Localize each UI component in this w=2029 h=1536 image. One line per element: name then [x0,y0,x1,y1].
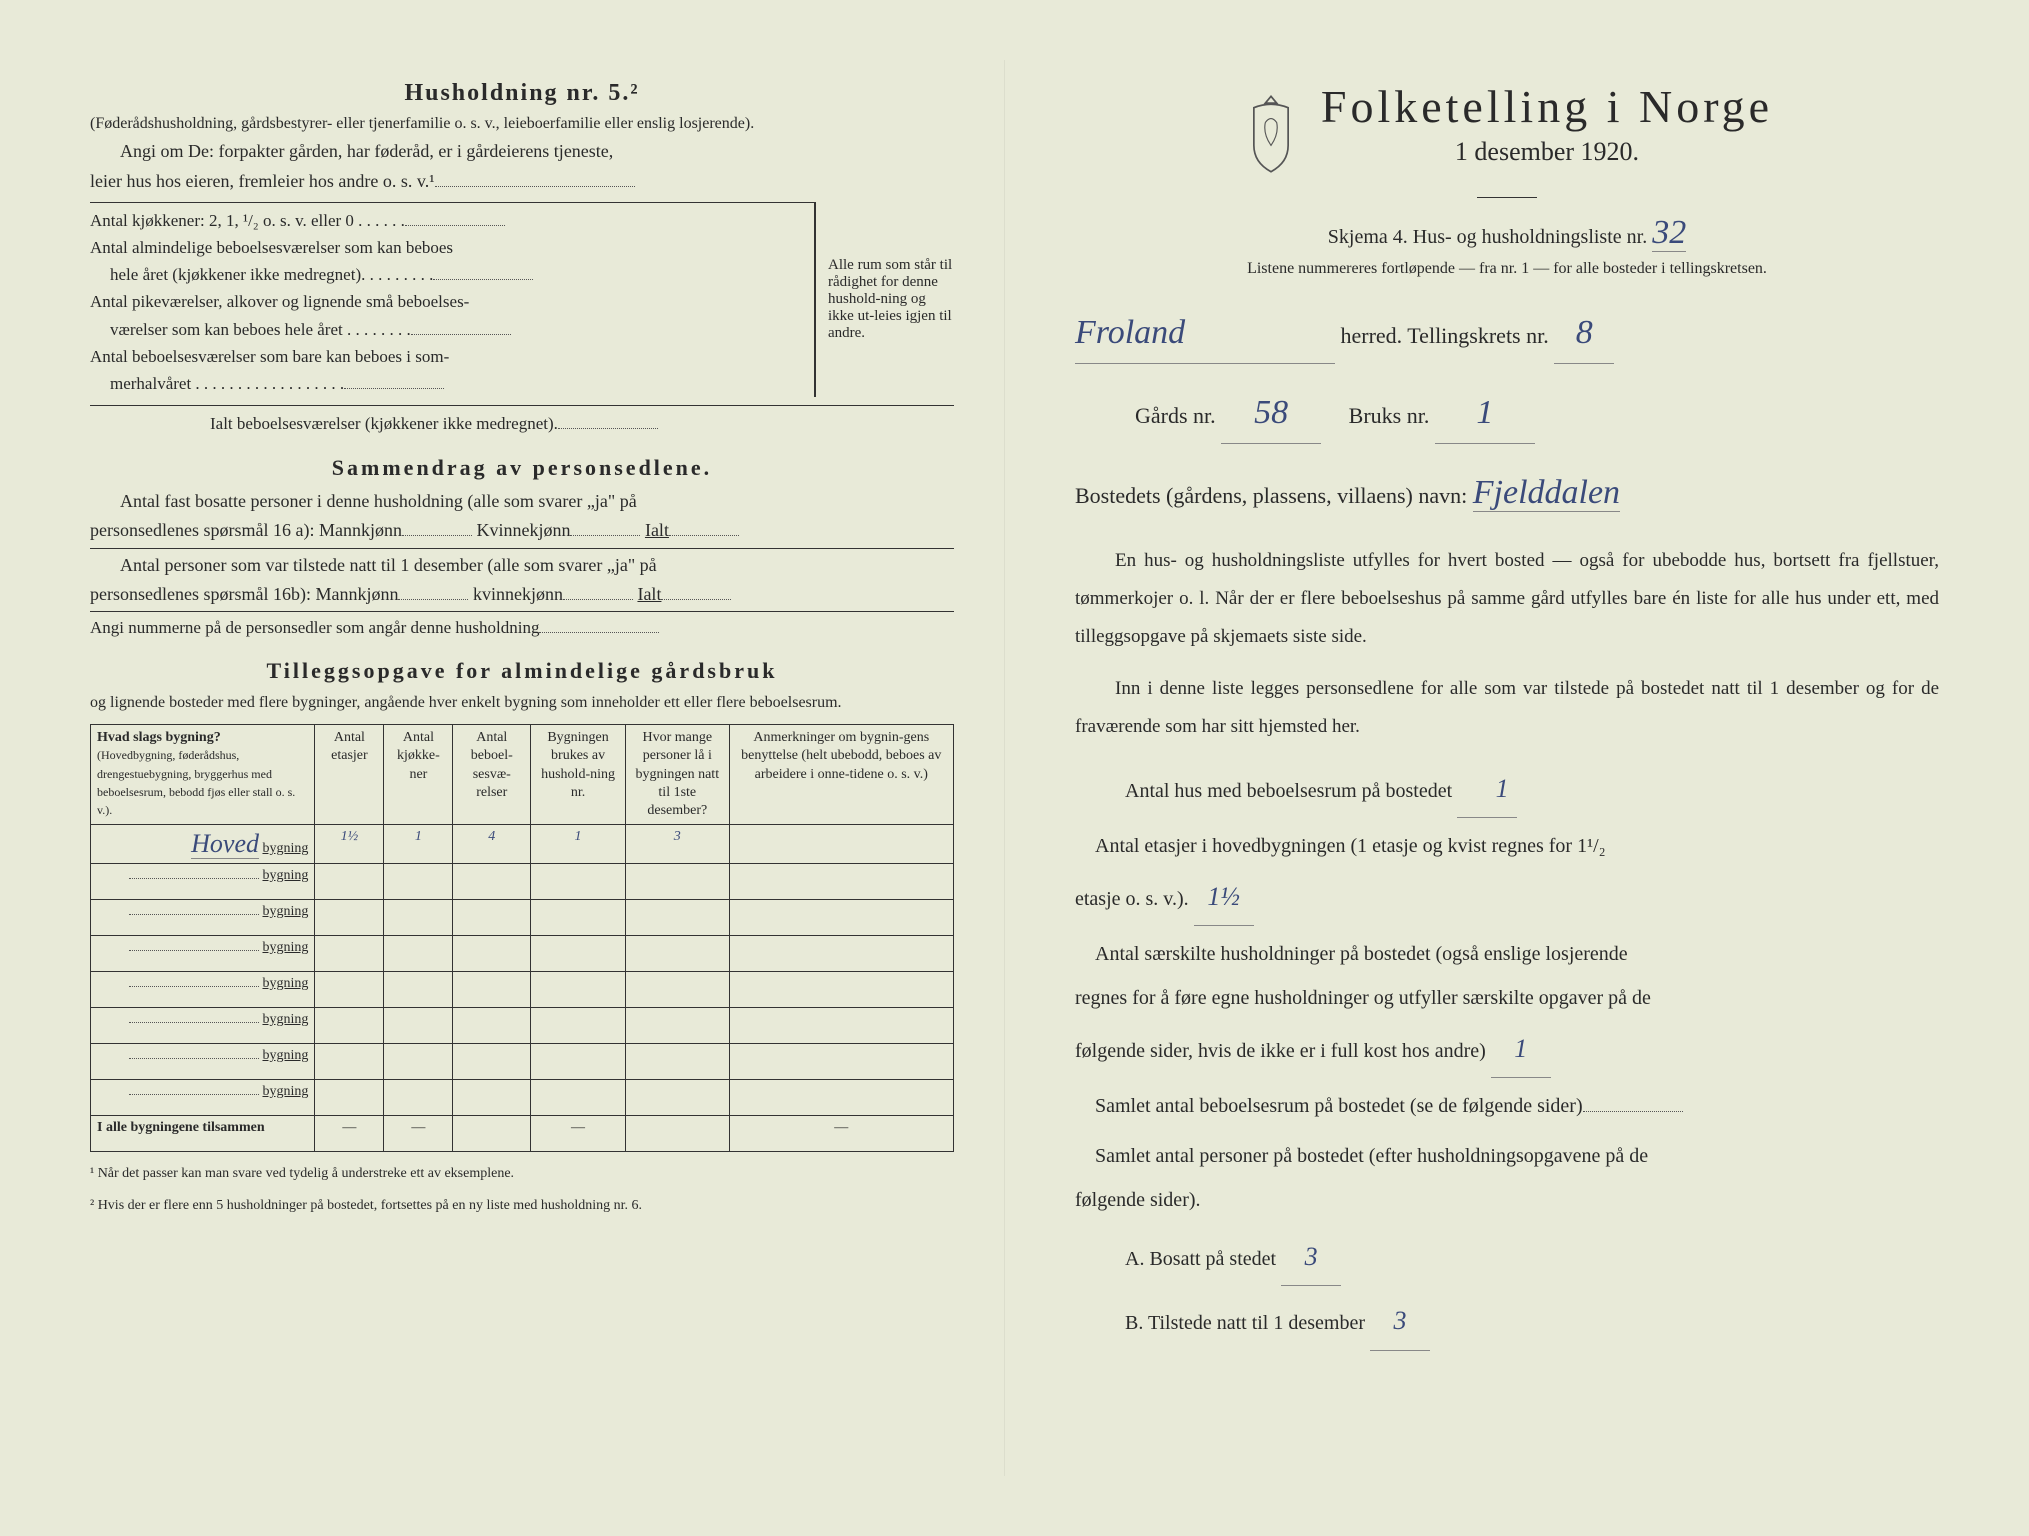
table-row: bygning [91,1080,954,1116]
husholdning-title: Husholdning nr. 5.² [90,80,954,107]
kjokkener-line: Antal kjøkkener: 2, 1, ¹/₂ o. s. v. elle… [90,202,814,234]
th1: Antal etasjer [315,725,384,825]
angi-nummerne: Angi nummerne på de personsedler som ang… [90,611,954,640]
qA: A. Bosatt på stedet 3 [1075,1228,1939,1286]
bosted-row: Bostedets (gårdens, plassens, villaens) … [1075,462,1939,523]
samm1a: Antal fast bosatte personer i denne hush… [90,489,954,514]
left-page: Husholdning nr. 5.² (Føderådshusholdning… [40,60,1005,1476]
th4: Bygningen brukes av hushold-ning nr. [531,725,626,825]
bygning-table: Hvad slags bygning? (Hovedbygning, føder… [90,724,954,1152]
brace-right-text: Alle rum som står til rådighet for denne… [814,202,954,397]
sub-title: 1 desember 1920. [1321,137,1773,167]
brace-l4: Antal beboelsesværelser som bare kan beb… [90,343,814,370]
q3: Antal særskilte husholdninger på bostede… [1075,932,1939,1078]
gards-row: Gårds nr. 58 Bruks nr. 1 [1075,382,1939,444]
th0: Hvad slags bygning? (Hovedbygning, føder… [91,725,315,825]
qB: B. Tilstede natt til 1 desember 3 [1075,1292,1939,1350]
table-row: bygning [91,900,954,936]
th3: Antal beboel-sesvæ-relser [453,725,531,825]
tillegg-title: Tilleggsopgave for almindelige gårdsbruk [90,658,954,684]
table-row: bygning [91,1008,954,1044]
sammendrag-title: Sammendrag av personsedlene. [90,455,954,481]
table-row: bygning [91,972,954,1008]
ialt-line: Ialt beboelsesværelser (kjøkkener ikke m… [90,405,954,437]
herred-row: Froland herred. Tellingskrets nr. 8 [1075,302,1939,364]
brace-l3: værelser som kan beboes hele året . . . … [90,316,814,343]
q2: Antal etasjer i hovedbygningen (1 etasje… [1075,824,1939,926]
sum-row: I alle bygningene tilsammen ———— [91,1116,954,1152]
table-row: bygning [91,936,954,972]
table-row: bygning [91,864,954,900]
q1: Antal hus med beboelsesrum på bostedet 1 [1075,760,1939,818]
divider [1477,197,1537,198]
right-page: Folketelling i Norge 1 desember 1920. Sk… [1005,60,1989,1476]
brace-l2: Antal pikeværelser, alkover og lignende … [90,288,814,315]
th6: Anmerkninger om bygnin-gens benyttelse (… [729,725,953,825]
samm2a: Antal personer som var tilstede natt til… [90,548,954,578]
footnote1: ¹ Når det passer kan man svare ved tydel… [90,1164,954,1184]
crest-icon [1241,94,1301,174]
footnote2: ² Hvis der er flere enn 5 husholdninger … [90,1196,954,1216]
brace-block: Antal kjøkkener: 2, 1, ¹/₂ o. s. v. elle… [90,202,954,397]
listene-line: Listene nummereres fortløpende — fra nr.… [1075,260,1939,278]
brace-l0: Antal almindelige beboelsesværelser som … [90,234,814,261]
q4: Samlet antal beboelsesrum på bostedet (s… [1075,1084,1939,1128]
samm1b: personsedlenes spørsmål 16 a): Mannkjønn… [90,518,954,543]
table-row: Hoved bygning 1½ 1 4 1 3 [91,825,954,864]
husholdning-note: (Føderådshusholdning, gårdsbestyrer- ell… [90,113,954,135]
q5: Samlet antal personer på bostedet (efter… [1075,1134,1939,1222]
brace-l1: hele året (kjøkkener ikke medregnet). . … [90,261,814,288]
samm2b: personsedlenes spørsmål 16b): Mannkjønn … [90,582,954,607]
angi-line1: Angi om De: forpakter gården, har føderå… [90,139,954,164]
skjema-line: Skjema 4. Hus- og husholdningsliste nr. … [1075,214,1939,252]
title-row: Folketelling i Norge 1 desember 1920. [1075,80,1939,187]
tillegg-sub: og lignende bosteder med flere bygninger… [90,692,954,714]
table-row: bygning [91,1044,954,1080]
th2: Antal kjøkke-ner [384,725,453,825]
para1: En hus- og husholdningsliste utfylles fo… [1075,542,1939,656]
para2: Inn i denne liste legges personsedlene f… [1075,670,1939,746]
brace-l5: merhalvåret . . . . . . . . . . . . . . … [90,370,814,397]
main-title: Folketelling i Norge [1321,80,1773,133]
bygning-tbody: Hoved bygning 1½ 1 4 1 3 bygning bygning… [91,825,954,1152]
th5: Hvor mange personer lå i bygningen natt … [626,725,730,825]
angi-line2: leier hus hos eieren, fremleier hos andr… [90,169,954,194]
